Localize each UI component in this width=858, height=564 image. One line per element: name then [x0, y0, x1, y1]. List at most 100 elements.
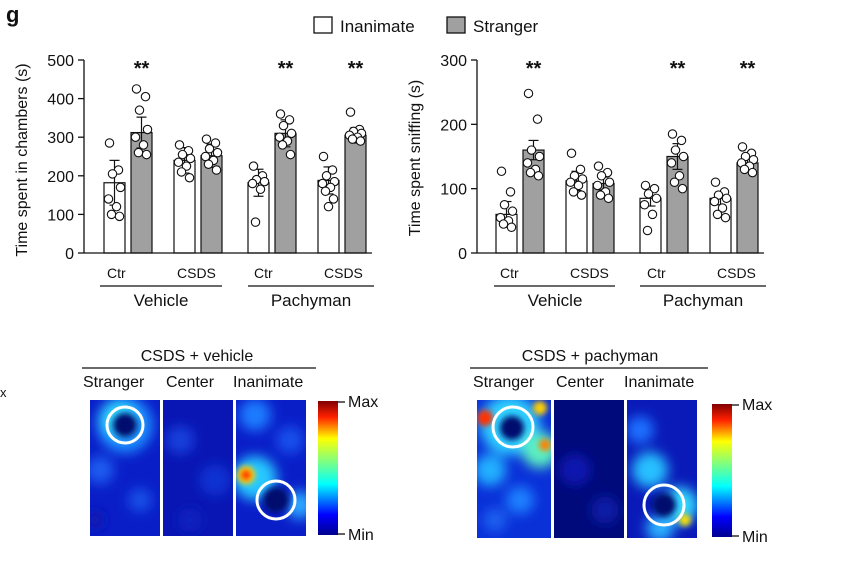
- zone-label-stranger: Stranger: [473, 374, 535, 391]
- data-point: [592, 180, 603, 191]
- data-point: [575, 164, 586, 175]
- data-point: [568, 187, 579, 197]
- data-point: [278, 120, 289, 131]
- data-point: [274, 132, 285, 142]
- data-point: [573, 180, 584, 191]
- data-point: [275, 109, 286, 119]
- significance-marker: **: [134, 58, 150, 80]
- data-point: [604, 177, 615, 187]
- sniffing-bar-chart: Time spent sniffing (s) 0 100 200 300 ** ** **…: [407, 53, 766, 310]
- data-point: [677, 183, 688, 194]
- data-point: [576, 190, 587, 200]
- data-point: [603, 193, 614, 204]
- zone-label-inanimate: Inanimate: [624, 374, 694, 391]
- data-point: [284, 115, 295, 125]
- stray-label: x: [0, 385, 7, 400]
- data-point: [320, 186, 331, 196]
- legend: Inanimate Stranger: [313, 16, 539, 36]
- data-point: [737, 142, 748, 152]
- data-point: [712, 209, 723, 220]
- heatmap-zone-center: [163, 400, 233, 536]
- data-point: [285, 149, 296, 160]
- stranger-cage-circle: [491, 405, 535, 449]
- bar-stranger: [344, 134, 367, 254]
- data-point: [639, 200, 650, 210]
- data-point: [565, 177, 576, 187]
- x-tick-label: CSDS: [177, 265, 216, 281]
- data-point: [200, 151, 211, 162]
- data-point: [710, 177, 721, 187]
- data-point: [717, 203, 728, 213]
- legend-label-inanimate: Inanimate: [340, 17, 415, 36]
- y-tick-label: 300: [47, 130, 74, 147]
- heatmap-zone-stranger: [90, 400, 160, 536]
- y-tick-label: 200: [47, 169, 74, 186]
- object-cage-circle: [255, 479, 297, 521]
- data-point: [211, 165, 222, 175]
- y-tick-label: 400: [47, 92, 74, 109]
- y-tick-label: 300: [440, 53, 467, 70]
- data-point: [667, 129, 678, 139]
- data-point: [739, 164, 750, 175]
- data-point: [201, 134, 212, 144]
- data-point: [640, 180, 651, 191]
- data-point: [505, 187, 516, 197]
- data-point: [498, 219, 509, 229]
- data-point: [534, 151, 545, 162]
- data-point: [670, 145, 681, 155]
- data-point: [104, 138, 115, 148]
- data-point: [111, 201, 122, 212]
- data-point: [250, 217, 261, 227]
- data-point: [140, 91, 151, 102]
- data-point: [595, 190, 606, 200]
- scale-min-label: Min: [348, 527, 374, 544]
- y-axis-label: Time spent in chambers (s): [14, 63, 31, 256]
- data-point: [176, 167, 187, 177]
- object-cage-circle: [642, 483, 686, 527]
- data-point: [142, 124, 153, 135]
- scale-min-label: Min: [742, 529, 768, 546]
- data-point: [184, 172, 195, 183]
- heatmap-csds-vehicle: CSDS + vehicle Stranger Center Inanimate: [82, 348, 378, 544]
- heatmap-title: CSDS + pachyman: [522, 348, 659, 365]
- zone-label-stranger: Stranger: [83, 374, 145, 391]
- y-axis-label: Time spent sniffing (s): [407, 80, 424, 237]
- zone-label-inanimate: Inanimate: [233, 374, 303, 391]
- data-point: [523, 88, 534, 99]
- x-tick-label: CSDS: [324, 265, 363, 281]
- significance-marker: **: [670, 58, 686, 80]
- legend-swatch-inanimate: [313, 16, 333, 34]
- data-point: [134, 105, 145, 115]
- data-point: [747, 167, 758, 178]
- heatmap-zone-stranger: [477, 400, 551, 538]
- x-tick-label: Ctr: [254, 265, 273, 281]
- y-tick-label: 500: [47, 53, 74, 70]
- data-point: [248, 161, 259, 171]
- data-point: [210, 138, 221, 148]
- scale-max-label: Max: [348, 394, 378, 411]
- significance-marker: **: [278, 58, 294, 80]
- data-point: [526, 145, 537, 155]
- data-point: [721, 193, 732, 204]
- chambers-bar-chart: Time spent in chambers (s) 0 100 200 300 400…: [14, 53, 374, 310]
- significance-marker: **: [348, 58, 364, 80]
- x-tick-label: Ctr: [107, 265, 126, 281]
- x-tick-label: CSDS: [570, 265, 609, 281]
- data-point: [177, 149, 188, 160]
- data-point: [507, 206, 518, 216]
- data-point: [317, 178, 328, 189]
- data-point: [678, 151, 689, 162]
- data-point: [676, 135, 687, 146]
- data-point: [115, 182, 126, 193]
- zone-label-center: Center: [166, 374, 215, 391]
- x-tick-label: Ctr: [500, 265, 519, 281]
- data-point: [133, 147, 144, 158]
- y-tick-label: 100: [440, 182, 467, 199]
- heatmap-csds-pachyman: CSDS + pachyman Stranger Center Inanimat…: [470, 348, 772, 546]
- data-point: [277, 140, 288, 150]
- data-point: [107, 169, 118, 179]
- data-point: [345, 107, 356, 117]
- data-point: [666, 158, 677, 168]
- heatmap-zone-center: [554, 400, 624, 538]
